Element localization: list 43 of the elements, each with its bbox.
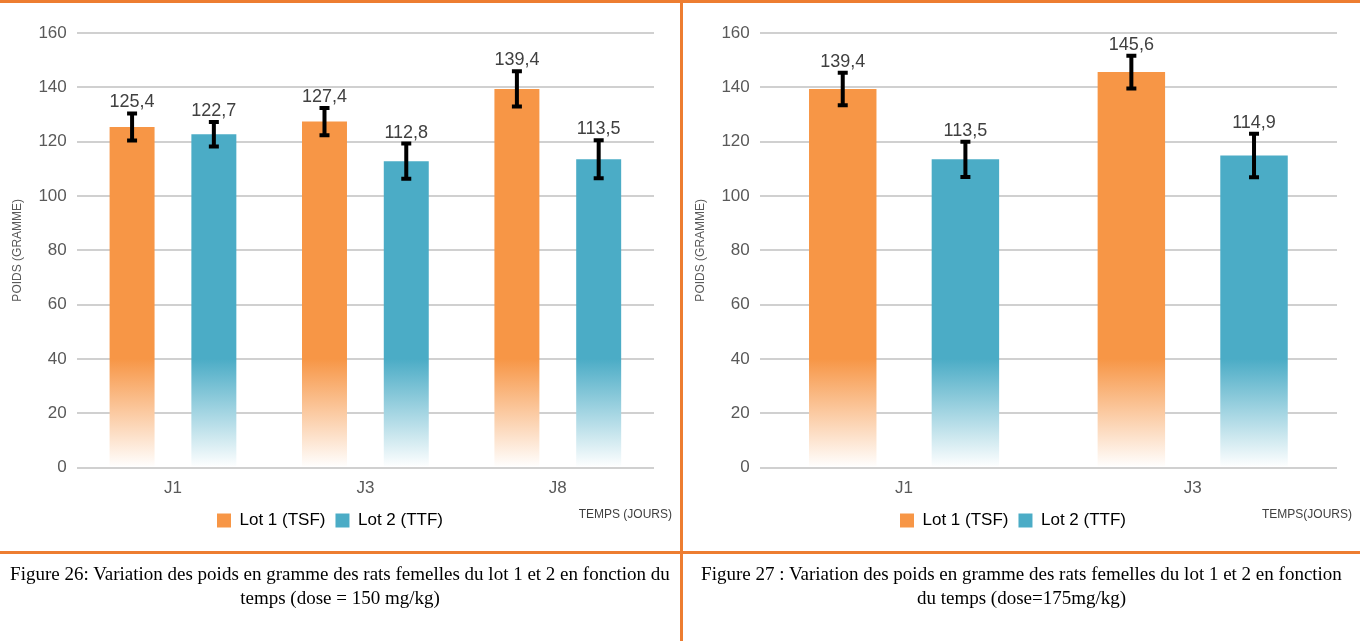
y-tick-label: 80 (730, 239, 750, 259)
x-tick-label: J1 (895, 478, 914, 498)
y-tick-label: 160 (721, 22, 750, 42)
y-axis-title: POIDS (GRAMME) (692, 198, 707, 302)
x-axis-title: TEMPS(JOURS) (1262, 507, 1352, 521)
x-tick-label: J8 (548, 478, 567, 498)
data-label: 145,6 (1108, 33, 1154, 54)
y-tick-label: 60 (730, 294, 750, 314)
data-label: 139,4 (494, 49, 540, 70)
y-tick-label: 100 (38, 185, 67, 205)
y-tick-label: 0 (57, 457, 67, 477)
x-tick-label: J3 (1183, 478, 1202, 498)
y-tick-label: 0 (740, 457, 750, 477)
x-tick-label: J1 (163, 478, 182, 498)
data-label: 114,9 (1232, 111, 1276, 132)
caption: Figure 26: Variation des poids en gramme des rats femelles du lot 1 et 2 en fonction du temps (dose = 150 mg/kg) (9, 562, 671, 610)
legend-label: Lot 1 (TSF) (239, 510, 326, 530)
y-tick-label: 60 (47, 294, 67, 314)
y-tick-label: 20 (730, 402, 750, 422)
data-label: 125,4 (109, 91, 155, 112)
y-tick-label: 20 (47, 402, 67, 422)
data-label: 127,4 (301, 85, 348, 106)
legend-label: Lot 2 (TTF) (1040, 510, 1126, 530)
y-tick-label: 40 (47, 348, 67, 368)
y-tick-label: 40 (730, 348, 750, 368)
caption: Figure 27 : Variation des poids en gramme des rats femelles du lot 1 et 2 en fonction du temps (dose=175mg/kg) (700, 562, 1343, 610)
data-label: 113,5 (943, 119, 988, 140)
legend-label: Lot 2 (TTF) (357, 510, 443, 530)
legend-label: Lot 1 (TSF) (922, 510, 1009, 530)
y-tick-label: 160 (38, 22, 67, 42)
data-label: 122,7 (191, 100, 237, 121)
y-tick-label: 120 (721, 131, 750, 151)
y-tick-label: 120 (38, 131, 67, 151)
data-label: 112,8 (384, 121, 429, 142)
data-label: 113,5 (576, 118, 621, 139)
y-tick-label: 100 (721, 185, 750, 205)
y-tick-label: 80 (47, 239, 67, 259)
data-label: 139,4 (820, 50, 866, 71)
y-tick-label: 140 (38, 77, 67, 97)
x-axis-title: TEMPS (JOURS) (578, 507, 672, 521)
x-tick-label: J3 (356, 478, 375, 498)
y-axis-title: POIDS (GRAMME) (9, 198, 24, 302)
y-tick-label: 140 (721, 77, 750, 97)
